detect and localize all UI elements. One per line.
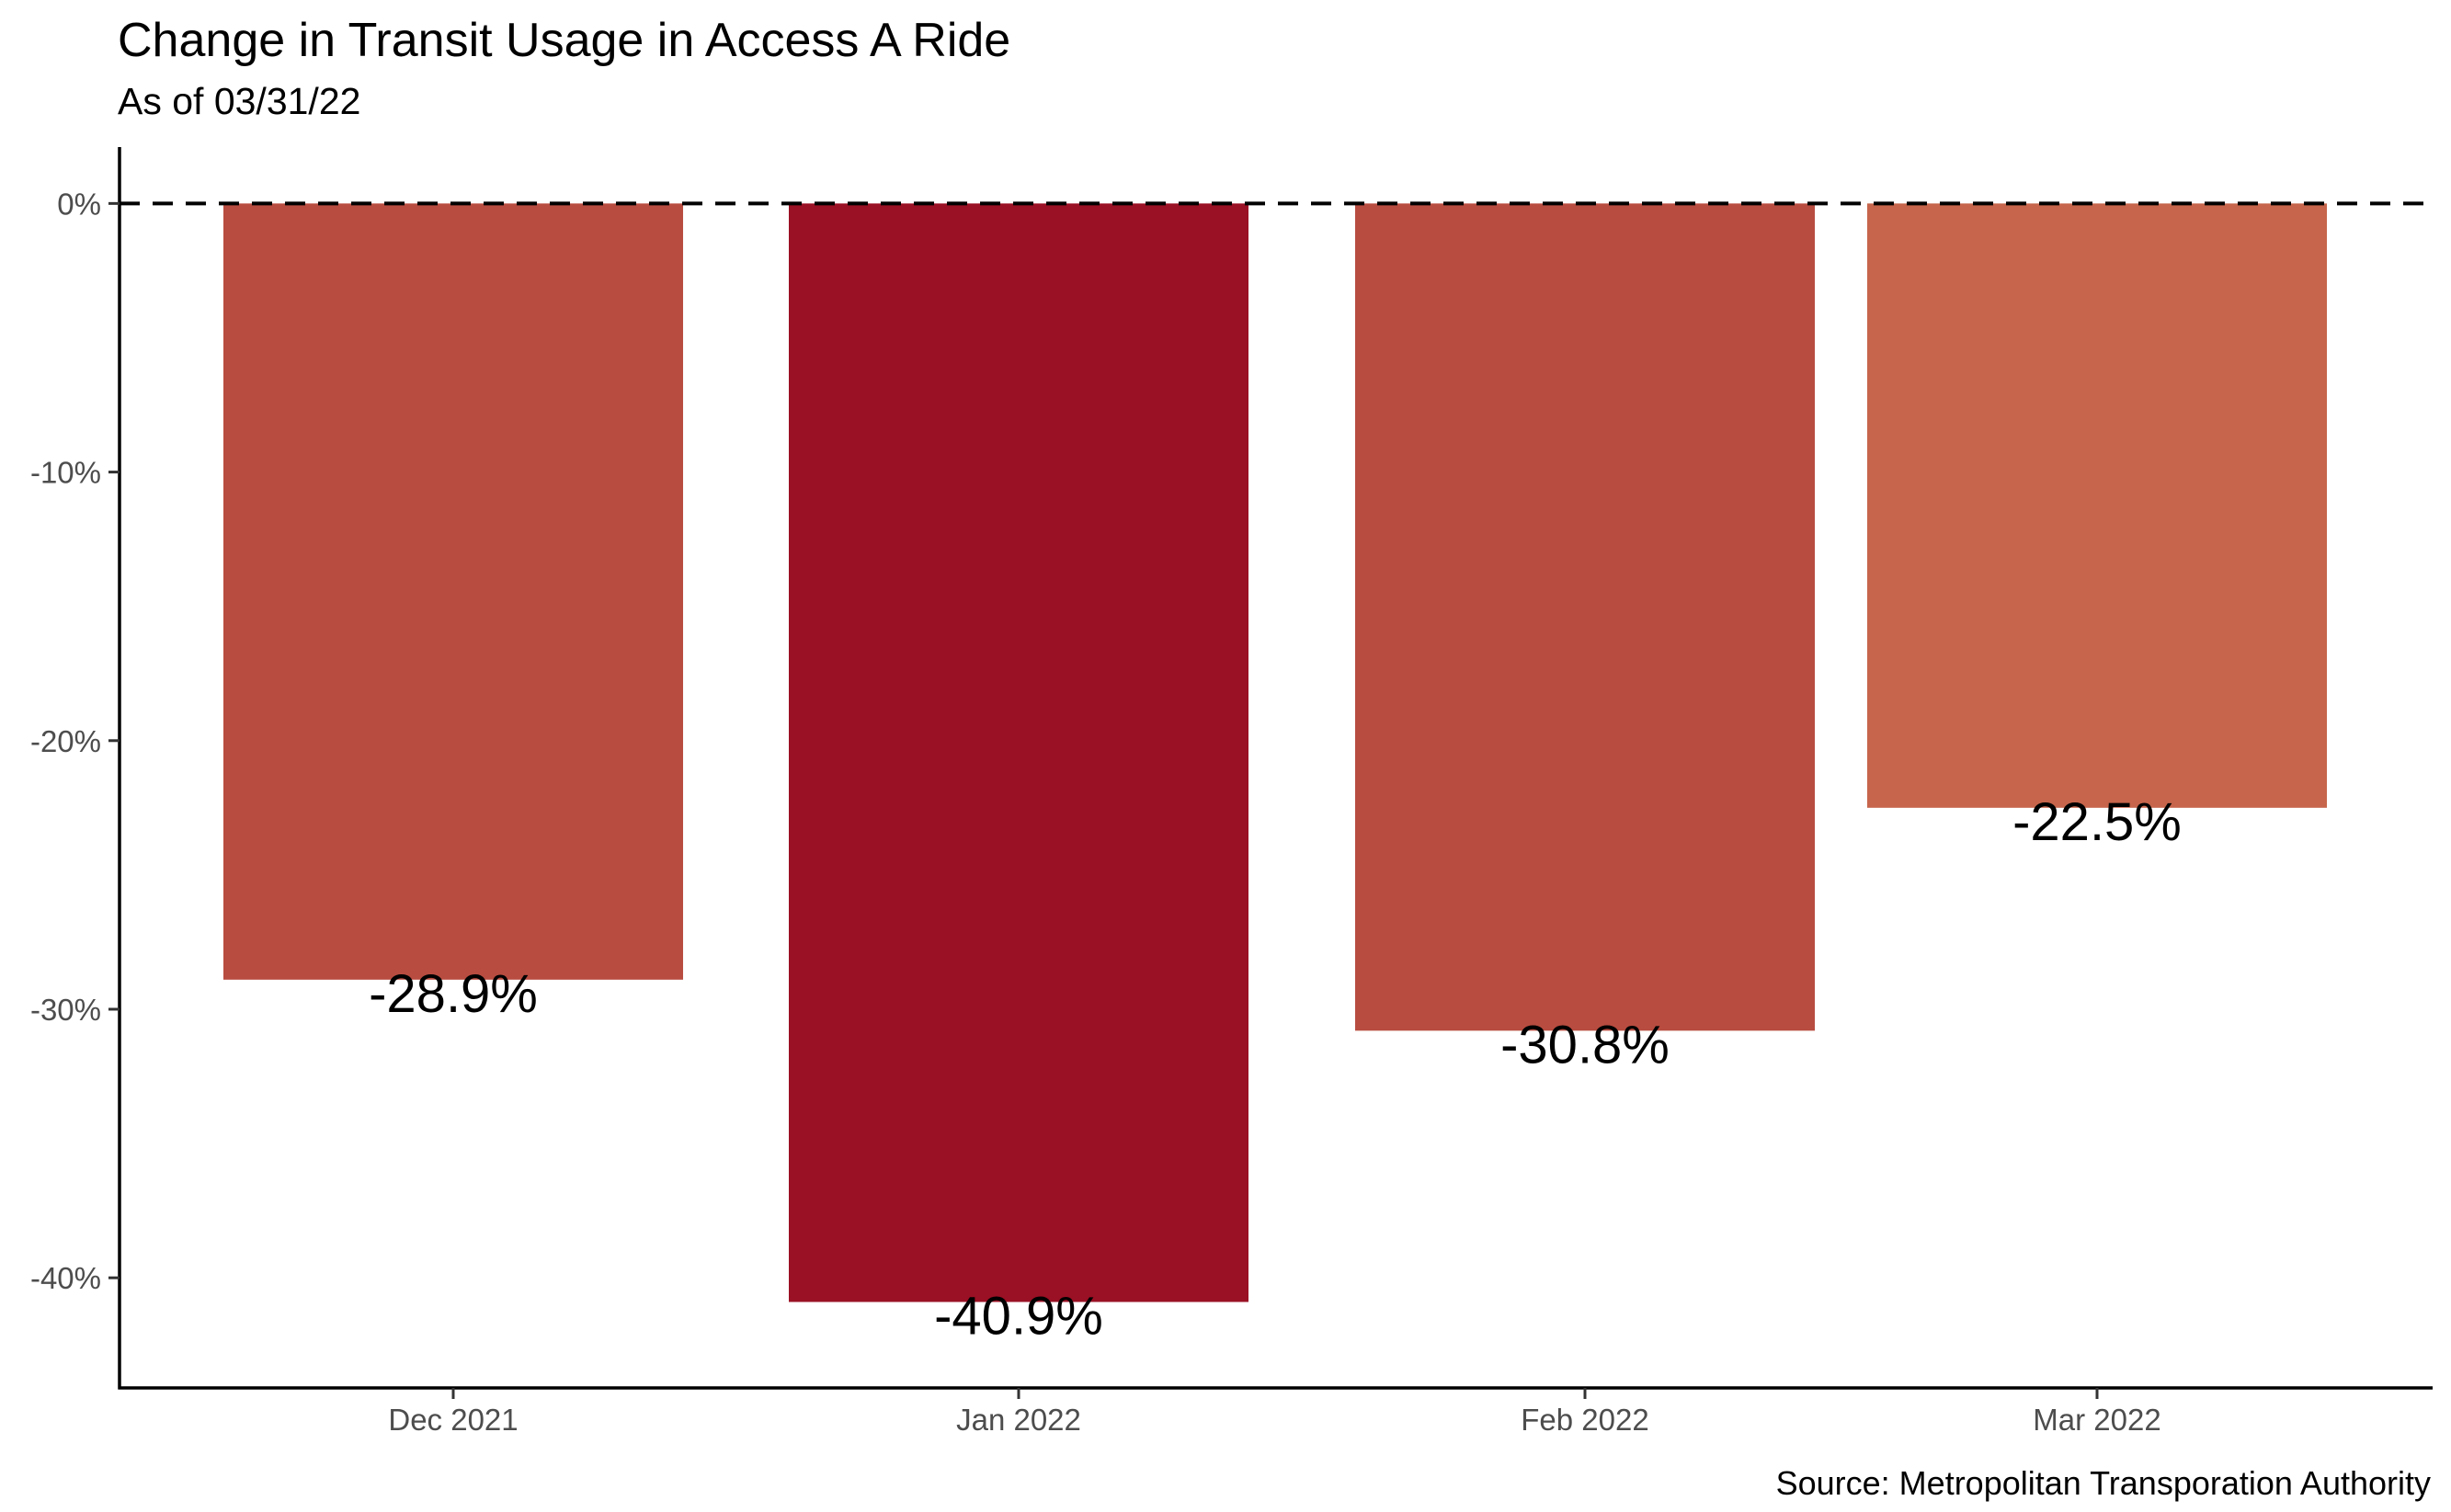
bar bbox=[223, 203, 683, 980]
bar bbox=[1355, 203, 1815, 1031]
bar bbox=[789, 203, 1248, 1302]
y-tick-label: -40% bbox=[30, 1261, 101, 1295]
data-label: -28.9% bbox=[369, 964, 538, 1024]
x-tick-label: Feb 2022 bbox=[1521, 1403, 1648, 1437]
y-tick-label: -10% bbox=[30, 456, 101, 490]
data-label: -40.9% bbox=[934, 1286, 1103, 1346]
y-tick-label: 0% bbox=[57, 187, 101, 221]
data-label: -30.8% bbox=[1500, 1015, 1670, 1074]
y-tick-label: -30% bbox=[30, 993, 101, 1027]
chart-title: Change in Transit Usage in Access A Ride bbox=[118, 14, 1011, 67]
chart-subtitle: As of 03/31/22 bbox=[118, 80, 361, 122]
x-tick-label: Dec 2021 bbox=[388, 1403, 518, 1437]
x-tick-label: Mar 2022 bbox=[2033, 1403, 2160, 1437]
data-label: -22.5% bbox=[2012, 792, 2182, 852]
bar bbox=[1867, 203, 2327, 808]
y-tick-label: -20% bbox=[30, 724, 101, 758]
chart-caption: Source: Metropolitan Transporation Autho… bbox=[1775, 1464, 2431, 1502]
x-tick-label: Jan 2022 bbox=[956, 1403, 1081, 1437]
